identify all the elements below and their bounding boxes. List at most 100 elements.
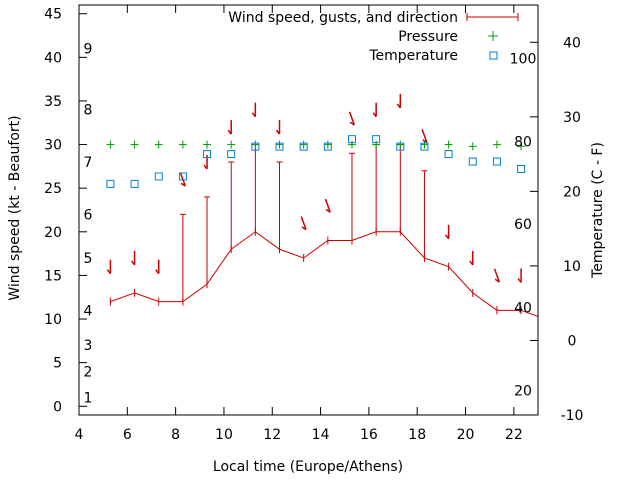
x-tick-label: 8	[171, 427, 180, 443]
fahrenheit-label: 80	[514, 134, 532, 150]
arrow-head	[203, 164, 208, 170]
temperature-point	[251, 142, 260, 151]
y-tick-label: 0	[53, 399, 62, 415]
arrow-head	[469, 260, 474, 266]
tick-labels: 4 6 8 10 12 14 16 18 20 22051015202530354045-1001…	[44, 7, 583, 443]
arrow-shaft	[421, 129, 428, 143]
pressure-point	[178, 140, 187, 149]
temperature-point	[203, 150, 212, 159]
y2-tick-label: -10	[561, 408, 584, 424]
wind-direction-arrow	[227, 120, 232, 135]
legend-swatch-pressure	[488, 31, 498, 41]
x-tick-label: 20	[457, 427, 475, 443]
arrow-head	[106, 269, 112, 275]
legend-label-temperature: Temperature	[368, 48, 458, 64]
plot-frame	[78, 4, 539, 416]
pressure-point	[372, 140, 381, 149]
arrow-head	[301, 226, 307, 231]
wind-direction-arrow	[445, 224, 450, 240]
x-tick-label: 14	[312, 427, 330, 443]
pressure-point	[227, 140, 236, 149]
temperature-point	[468, 157, 477, 166]
wind-direction-arrow	[396, 93, 402, 109]
beaufort-label: 4	[84, 303, 93, 319]
arrow-head	[494, 278, 500, 283]
y2-tick-label: 30	[563, 110, 581, 126]
arrow-head	[227, 129, 232, 135]
y2-tick-label: 0	[568, 333, 577, 349]
arrow-shaft	[300, 216, 307, 230]
pressure-point	[468, 142, 477, 151]
beaufort-label: 2	[84, 364, 93, 380]
temperature-point	[154, 172, 163, 181]
pressure-point	[154, 140, 163, 149]
pressure-point	[299, 140, 308, 149]
wind-direction-arrow	[251, 102, 257, 118]
pressure-point	[347, 140, 356, 149]
pressure-point	[275, 140, 284, 149]
pressure-point	[517, 142, 526, 151]
arrow-head	[372, 112, 377, 118]
temperature-point	[323, 142, 332, 151]
data-marks	[106, 93, 539, 317]
legend-swatch-wind	[466, 13, 519, 21]
beaufort-label: 1	[84, 391, 93, 407]
temperature-point	[444, 150, 453, 159]
arrow-head	[155, 269, 160, 275]
wind-direction-arrow	[493, 268, 501, 283]
beaufort-label: 7	[84, 155, 93, 171]
arrow-head	[180, 182, 186, 187]
y-tick-label: 5	[53, 356, 62, 372]
wind-direction-arrow	[372, 102, 377, 118]
x-tick-label: 18	[408, 427, 426, 443]
x-tick-label: 12	[263, 427, 281, 443]
arrow-shaft	[493, 268, 501, 283]
wind-direction-arrow	[324, 198, 331, 213]
axis-ticks	[78, 5, 538, 416]
pressure-point	[251, 140, 260, 149]
x-axis-title: Local time (Europe/Athens)	[213, 459, 403, 475]
pressure-point	[106, 140, 115, 149]
arrow-head	[130, 260, 136, 266]
pressure-point	[130, 140, 139, 149]
arrow-head	[517, 277, 522, 283]
beaufort-label: 6	[84, 207, 93, 223]
beaufort-label: 9	[84, 42, 93, 58]
x-tick-label: 4	[75, 427, 84, 443]
y-tick-label: 15	[44, 268, 62, 284]
fahrenheit-label: 60	[514, 217, 532, 233]
y2-tick-label: 10	[563, 259, 581, 275]
pressure-point	[492, 140, 501, 149]
arrow-head	[251, 112, 256, 118]
y-tick-label: 45	[44, 7, 62, 23]
arrow-head	[275, 129, 281, 135]
arrow-shaft	[324, 198, 331, 213]
y2-tick-label: 20	[563, 184, 581, 200]
arrow-head	[396, 103, 401, 109]
fahrenheit-label: 40	[514, 301, 532, 317]
y-tick-label: 30	[44, 138, 62, 154]
wind-direction-arrow	[300, 216, 307, 231]
y-tick-label: 25	[44, 181, 62, 197]
arrow-head	[445, 234, 450, 240]
temperature-point	[396, 142, 405, 151]
y-axis-title: Wind speed (kt - Beaufort)	[7, 115, 23, 300]
x-tick-label: 10	[215, 427, 233, 443]
temperature-point	[299, 142, 308, 151]
y-tick-label: 10	[44, 312, 62, 328]
wind-direction-arrow	[275, 120, 281, 135]
wind-direction-arrow	[130, 250, 136, 266]
y2-tick-label: 40	[563, 35, 581, 51]
y-tick-label: 40	[44, 50, 62, 66]
wind-direction-arrow	[469, 250, 474, 266]
legend-swatch-temperature	[489, 51, 498, 60]
arrow-head	[349, 121, 355, 126]
temperature-point	[130, 179, 139, 188]
x-tick-label: 6	[123, 427, 132, 443]
pressure-point	[444, 140, 453, 149]
temperature-point	[372, 135, 381, 144]
fahrenheit-label: 20	[514, 383, 532, 399]
fahrenheit-label: 100	[510, 52, 537, 68]
